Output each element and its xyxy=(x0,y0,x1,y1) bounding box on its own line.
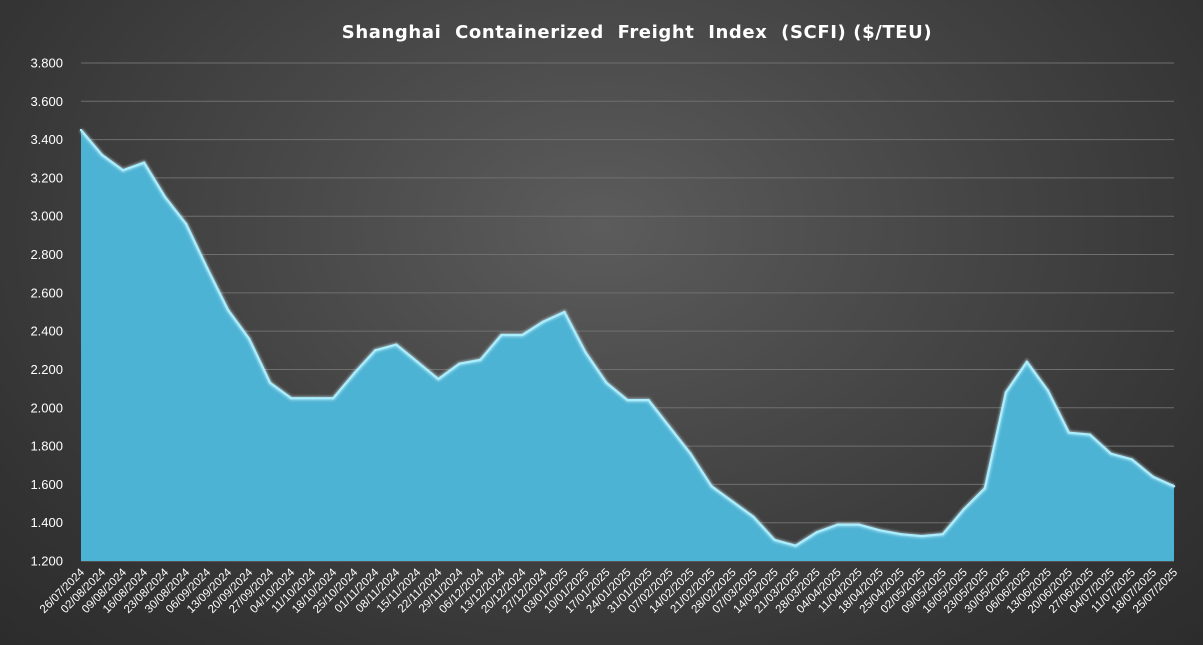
y-tick-label: 1.200 xyxy=(30,554,63,569)
y-tick-label: 3.600 xyxy=(30,94,63,109)
chart-title: Shanghai Containerized Freight Index (SC… xyxy=(342,22,932,43)
y-tick-label: 3.800 xyxy=(30,56,63,71)
data-point xyxy=(1025,360,1029,363)
y-tick-label: 2.800 xyxy=(30,247,63,262)
data-point xyxy=(626,398,629,402)
data-point xyxy=(689,452,692,455)
y-tick-label: 1.400 xyxy=(30,515,63,530)
data-point xyxy=(962,508,966,511)
data-point xyxy=(332,396,335,400)
data-point xyxy=(1130,458,1134,461)
data-point xyxy=(1172,485,1176,488)
data-point xyxy=(1067,431,1071,434)
data-point xyxy=(752,515,755,519)
data-point xyxy=(437,377,440,381)
data-point xyxy=(647,398,650,402)
data-point xyxy=(731,500,734,503)
data-point xyxy=(268,381,272,385)
data-point xyxy=(773,538,776,542)
data-point xyxy=(121,169,125,172)
y-tick-label: 2.000 xyxy=(30,400,63,415)
y-tick-label: 2.200 xyxy=(30,362,63,377)
data-point xyxy=(605,381,608,385)
data-point xyxy=(941,532,944,536)
data-point xyxy=(521,333,524,337)
data-point xyxy=(836,523,839,526)
data-point xyxy=(1109,452,1113,455)
data-point xyxy=(1046,389,1050,392)
data-point xyxy=(500,333,503,337)
y-tick-label: 3.200 xyxy=(30,170,63,185)
y-tick-label: 2.400 xyxy=(30,324,63,339)
data-point xyxy=(247,337,251,341)
data-point xyxy=(226,308,230,312)
data-point xyxy=(458,362,461,365)
data-point xyxy=(899,532,902,536)
data-point xyxy=(205,266,209,270)
data-point xyxy=(815,531,818,534)
data-point xyxy=(668,425,671,429)
data-point xyxy=(878,529,881,532)
x-axis: 26/07/202402/08/202409/08/202416/08/2024… xyxy=(38,566,1180,616)
data-point xyxy=(542,320,545,323)
data-point xyxy=(353,372,356,375)
data-point xyxy=(289,396,293,400)
y-tick-label: 1.800 xyxy=(30,439,63,454)
data-point xyxy=(311,396,314,400)
data-point xyxy=(584,351,587,354)
data-point xyxy=(794,544,797,547)
data-point xyxy=(857,523,860,526)
data-point xyxy=(1004,391,1008,394)
data-point xyxy=(100,153,104,157)
data-point xyxy=(479,358,482,362)
data-point xyxy=(416,360,419,363)
data-point xyxy=(563,310,566,314)
area-fill xyxy=(81,130,1174,562)
data-point xyxy=(395,343,398,346)
data-point xyxy=(710,485,713,488)
y-tick-label: 1.600 xyxy=(30,477,63,492)
area-series xyxy=(79,128,1176,562)
data-point xyxy=(79,128,83,132)
data-point xyxy=(1088,433,1092,436)
y-tick-label: 3.000 xyxy=(30,209,63,224)
y-axis: 1.200 1.400 1.600 1.800 2.000 2.200 2.400 2.600… xyxy=(30,56,63,569)
data-point xyxy=(920,534,923,538)
y-tick-label: 2.600 xyxy=(30,285,63,300)
y-tick-label: 3.400 xyxy=(30,132,63,147)
data-point xyxy=(374,349,377,352)
data-point xyxy=(142,161,146,164)
data-point xyxy=(1151,475,1155,478)
data-point xyxy=(184,222,188,226)
data-point xyxy=(163,195,167,199)
data-point xyxy=(983,487,987,490)
